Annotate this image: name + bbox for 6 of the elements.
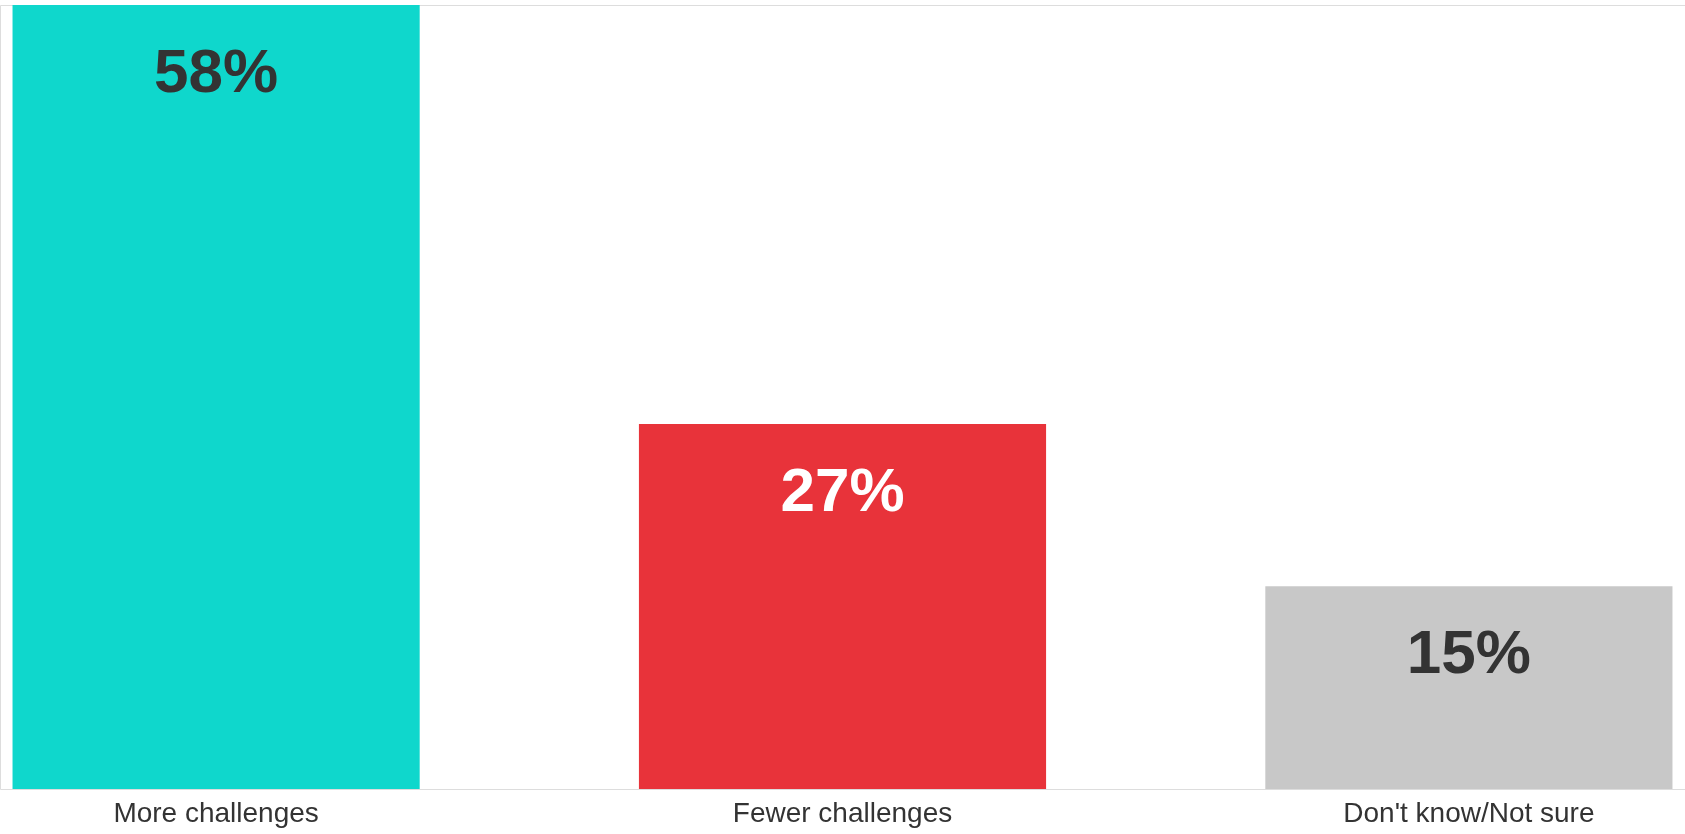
x-tick-label: More challenges [113, 796, 319, 828]
data-label: 27% [780, 455, 905, 525]
data-label: 15% [1406, 617, 1531, 687]
x-tick-label: Don't know/Not sure [1343, 796, 1595, 828]
data-label: 58% [154, 36, 279, 105]
x-tick-label: Fewer challenges [732, 796, 953, 828]
